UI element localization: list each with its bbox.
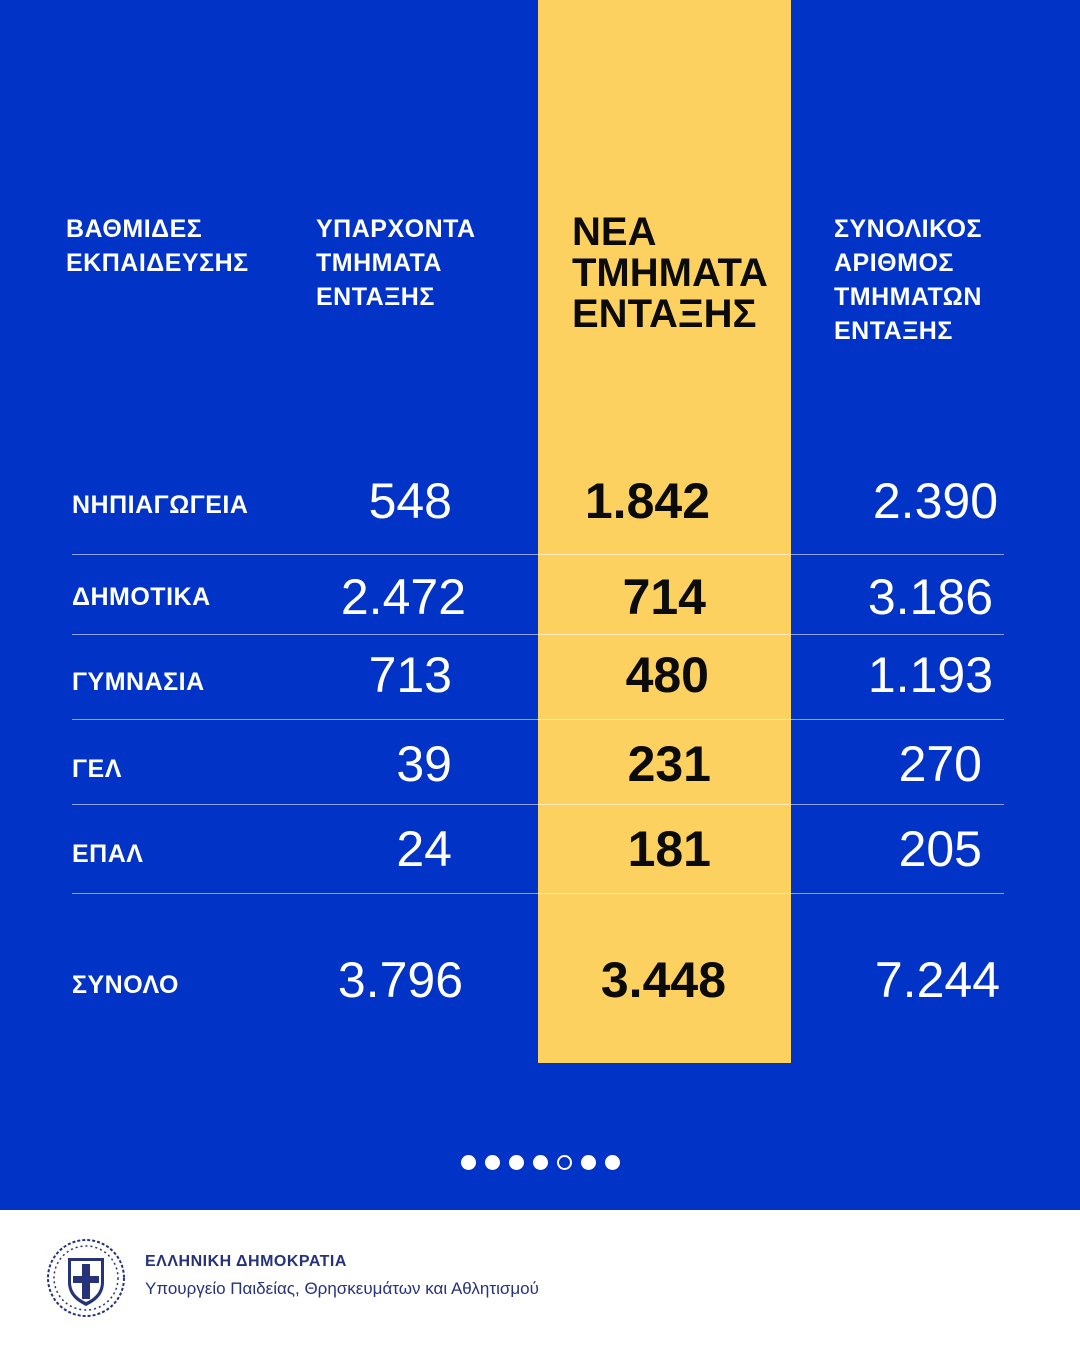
pagination-dot[interactable] (556, 1155, 572, 1170)
total-value: 205 (898, 821, 982, 877)
row-divider (72, 719, 1004, 720)
new-value: 714 (622, 569, 706, 625)
row-divider (72, 804, 1004, 805)
footer (0, 1210, 1080, 1346)
header-new: ΝΕΑ ΤΜΗΜΑΤΑ ΕΝΤΑΞΗΣ (572, 210, 768, 336)
footer-title: ΕΛΛΗΝΙΚΗ ΔΗΜΟΚΡΑΤΙΑ (145, 1253, 347, 1270)
row-label: ΔΗΜΟΤΙΚΑ (72, 583, 211, 611)
total-existing-value: 3.796 (337, 952, 463, 1008)
row-label: ΓΥΜΝΑΣΙΑ (72, 668, 205, 696)
new-value: 231 (627, 736, 711, 792)
new-value: 181 (627, 821, 711, 877)
existing-value: 39 (396, 736, 452, 792)
pagination-dot[interactable] (532, 1155, 548, 1170)
pagination-dot[interactable] (604, 1155, 620, 1170)
existing-value: 2.472 (340, 569, 466, 625)
row-label: ΝΗΠΙΑΓΩΓΕΙΑ (72, 491, 249, 519)
existing-value: 24 (396, 821, 452, 877)
existing-value: 713 (368, 647, 452, 703)
row-divider (72, 554, 1004, 555)
total-value: 1.193 (867, 647, 993, 703)
footer-subtitle: Υπουργείο Παιδείας, Θρησκευμάτων και Αθλ… (145, 1279, 539, 1298)
row-divider (72, 634, 1004, 635)
pagination-dot[interactable] (460, 1155, 476, 1170)
total-value: 3.186 (867, 569, 993, 625)
total-value: 2.390 (872, 473, 998, 529)
new-classes-highlight-column (538, 0, 791, 1063)
row-label: ΕΠΑΛ (72, 840, 144, 868)
new-value: 1.842 (584, 473, 710, 529)
header-total: ΣΥΝΟΛΙΚΟΣ ΑΡΙΘΜΟΣ ΤΜΗΜΑΤΩΝ ΕΝΤΑΞΗΣ (834, 215, 982, 345)
carousel-pagination (0, 1155, 1080, 1170)
header-levels: ΒΑΘΜΙΔΕΣ ΕΚΠΑΙΔΕΥΣΗΣ (66, 215, 249, 277)
row-label: ΓΕΛ (72, 755, 122, 783)
total-label: ΣΥΝΟΛΟ (72, 971, 179, 999)
pagination-dot[interactable] (484, 1155, 500, 1170)
greek-coat-of-arms-icon (47, 1239, 125, 1317)
pagination-dot[interactable] (580, 1155, 596, 1170)
header-existing: ΥΠΑΡΧΟΝΤΑ ΤΜΗΜΑΤΑ ΕΝΤΑΞΗΣ (316, 215, 476, 311)
total-value: 270 (898, 736, 982, 792)
total-new-value: 3.448 (600, 952, 726, 1008)
total-total-value: 7.244 (874, 952, 1000, 1008)
pagination-dot[interactable] (508, 1155, 524, 1170)
row-divider (72, 893, 1004, 894)
existing-value: 548 (368, 473, 452, 529)
new-value: 480 (625, 647, 709, 703)
